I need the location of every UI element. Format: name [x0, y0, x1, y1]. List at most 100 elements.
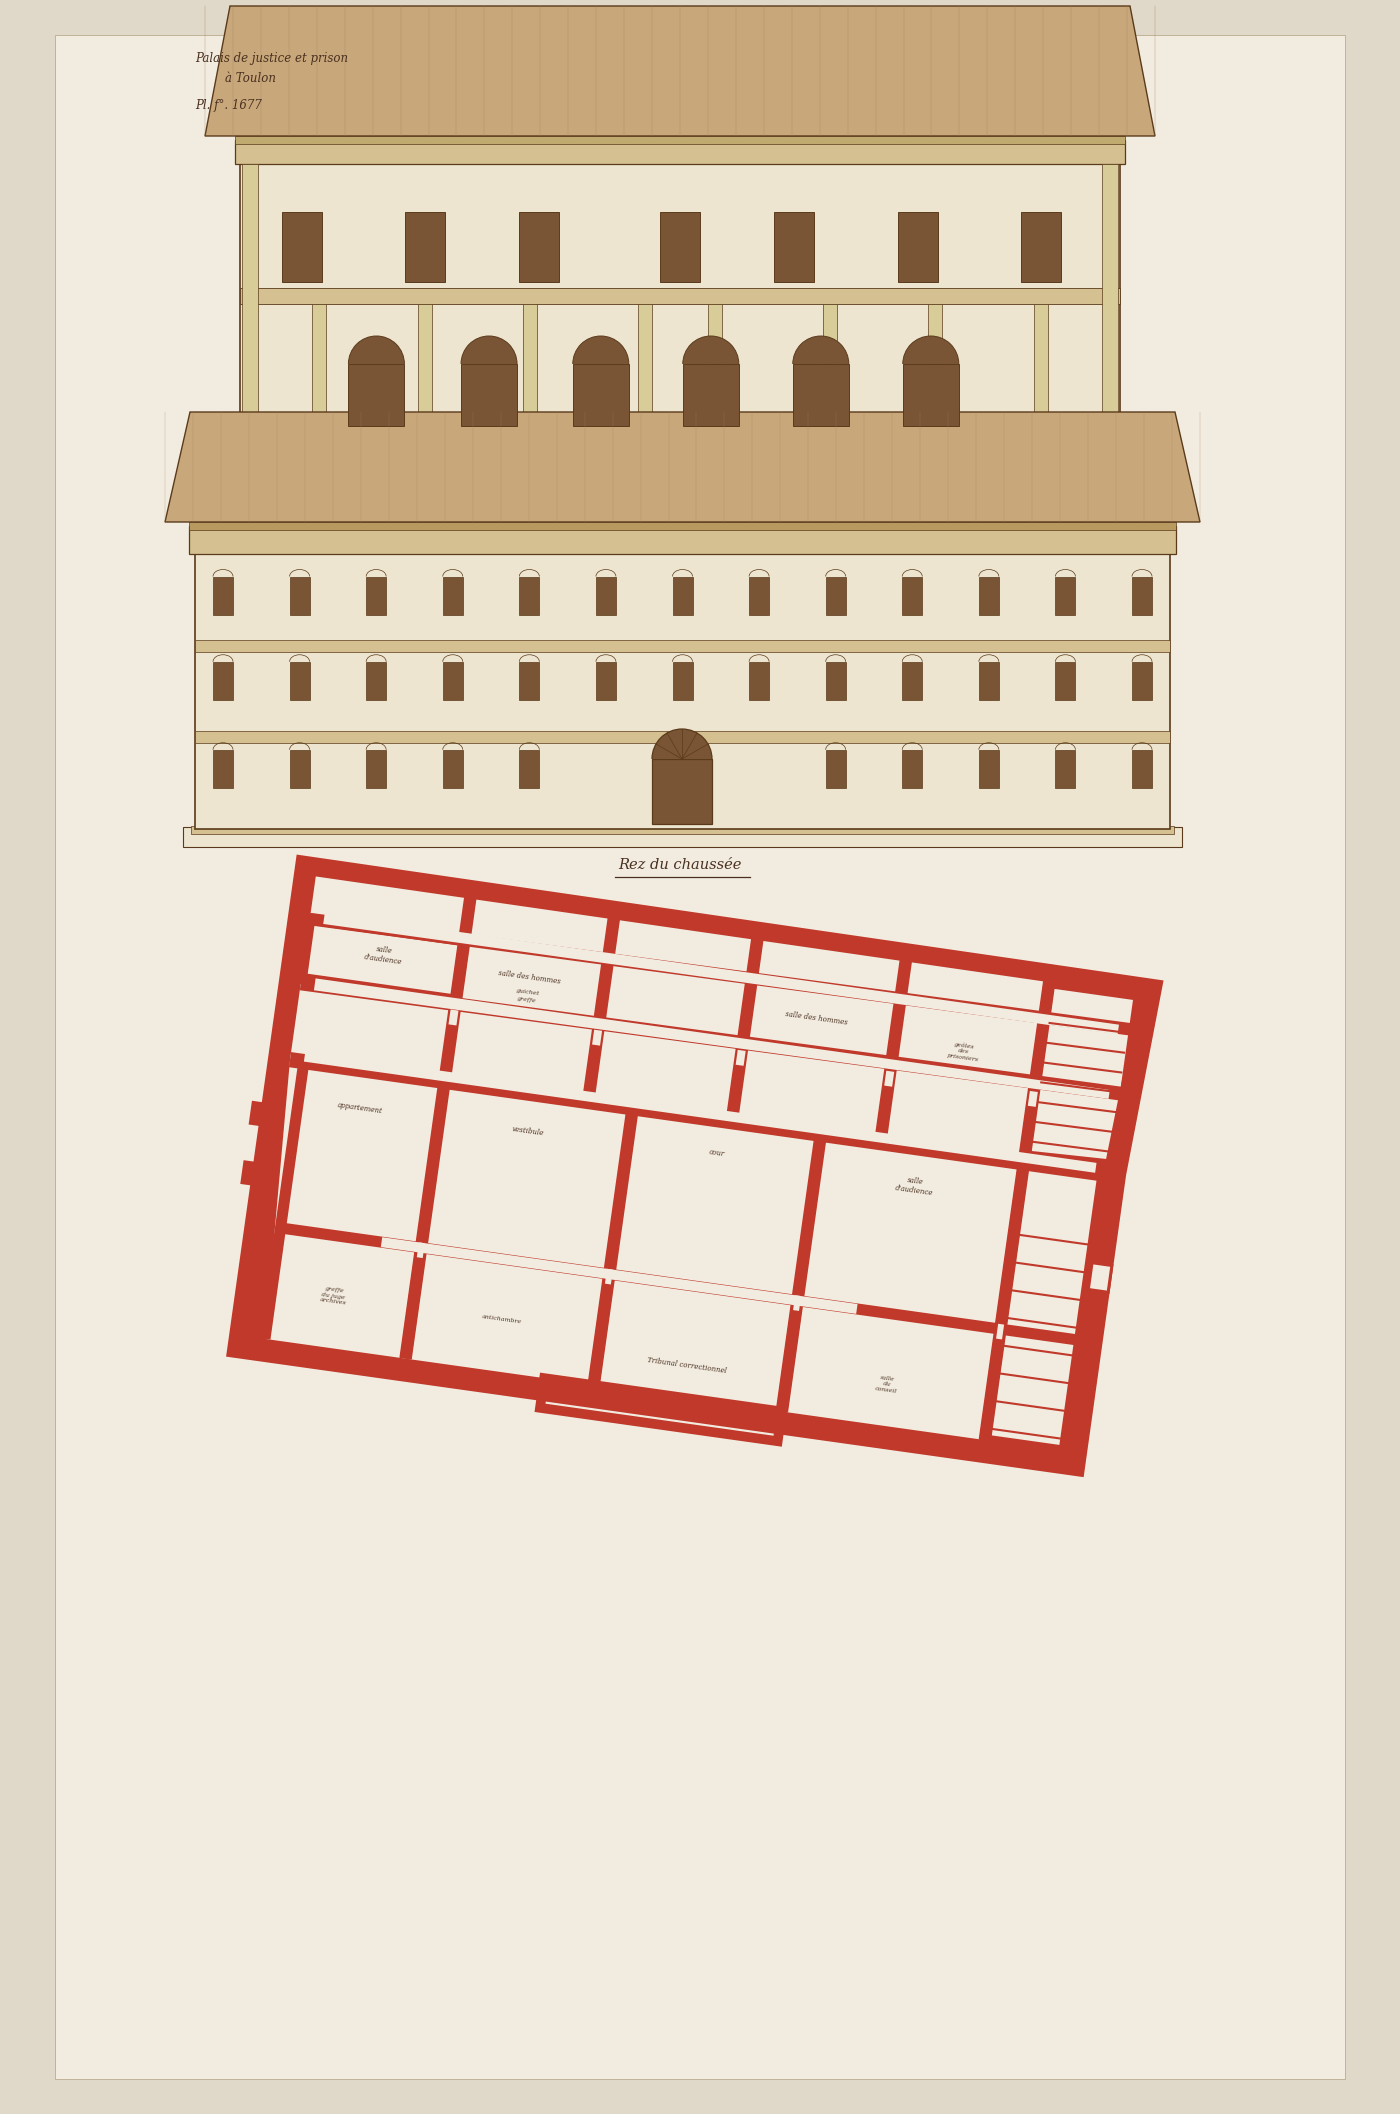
Bar	[235, 431, 1126, 440]
Bar	[1133, 577, 1152, 615]
Polygon shape	[605, 1268, 613, 1285]
Polygon shape	[249, 1101, 277, 1129]
Wedge shape	[461, 336, 517, 364]
Bar	[1033, 304, 1047, 429]
Bar	[672, 662, 693, 700]
Polygon shape	[225, 854, 1163, 1478]
Bar	[979, 662, 998, 700]
Bar	[1056, 662, 1075, 700]
Wedge shape	[903, 336, 959, 364]
Text: salle des hommes: salle des hommes	[498, 968, 561, 985]
Polygon shape	[995, 1323, 1004, 1340]
Bar	[749, 577, 769, 615]
Wedge shape	[792, 336, 848, 364]
Bar	[708, 304, 722, 429]
Bar	[1102, 165, 1119, 431]
Bar	[290, 577, 309, 615]
Polygon shape	[1028, 1091, 1037, 1108]
Wedge shape	[573, 336, 629, 364]
Text: salle
d'audience: salle d'audience	[364, 943, 403, 966]
Bar	[902, 577, 923, 615]
Bar	[902, 662, 923, 700]
Bar	[213, 750, 232, 789]
Polygon shape	[1091, 1264, 1110, 1290]
Polygon shape	[165, 412, 1200, 522]
Bar	[190, 827, 1175, 835]
Bar	[195, 554, 1170, 829]
Wedge shape	[349, 336, 405, 364]
Text: à Toulon: à Toulon	[225, 72, 276, 85]
Wedge shape	[683, 336, 739, 364]
Bar	[239, 165, 1120, 433]
Polygon shape	[314, 979, 1110, 1099]
Bar	[897, 211, 938, 281]
Bar	[367, 662, 386, 700]
Polygon shape	[304, 1051, 1096, 1173]
Bar	[442, 662, 463, 700]
Polygon shape	[448, 1010, 459, 1025]
Text: salle des hommes: salle des hommes	[785, 1010, 848, 1027]
Bar	[242, 165, 258, 431]
Bar	[928, 304, 942, 429]
Polygon shape	[323, 913, 1119, 1034]
Bar	[189, 526, 1176, 554]
Bar	[417, 304, 431, 429]
Bar	[979, 750, 998, 789]
Bar	[290, 662, 309, 700]
Text: guichet: guichet	[515, 987, 540, 996]
Bar	[281, 211, 322, 281]
Text: salle
d'audience: salle d'audience	[895, 1175, 935, 1197]
Polygon shape	[265, 877, 1140, 1450]
Bar	[596, 577, 616, 615]
Bar	[239, 288, 1120, 304]
Bar	[213, 662, 232, 700]
Bar	[826, 750, 846, 789]
Bar	[1056, 750, 1075, 789]
Polygon shape	[885, 1070, 895, 1087]
Bar	[573, 364, 629, 427]
Bar	[1056, 577, 1075, 615]
Bar	[519, 211, 559, 281]
Polygon shape	[735, 1051, 746, 1065]
Polygon shape	[417, 1243, 424, 1258]
Polygon shape	[792, 1296, 801, 1311]
Bar	[312, 304, 326, 429]
Bar	[659, 211, 700, 281]
Bar	[1133, 750, 1152, 789]
Bar	[195, 641, 1170, 651]
Bar	[774, 211, 815, 281]
Bar	[823, 304, 837, 429]
Text: salle
du
conseil: salle du conseil	[875, 1374, 899, 1393]
Bar	[683, 364, 739, 427]
Text: greffe: greffe	[517, 996, 536, 1004]
Bar	[235, 135, 1126, 144]
Bar	[652, 759, 713, 824]
Text: Rez du chaussée: Rez du chaussée	[619, 858, 742, 871]
Bar	[596, 662, 616, 700]
Text: antichambre: antichambre	[482, 1315, 522, 1325]
Polygon shape	[241, 1161, 269, 1188]
Polygon shape	[1086, 1262, 1113, 1294]
Bar	[349, 364, 405, 427]
Bar	[672, 577, 693, 615]
Bar	[749, 662, 769, 700]
Bar	[1021, 211, 1061, 281]
Bar	[235, 140, 1126, 165]
Bar	[638, 304, 652, 429]
Text: vestibule: vestibule	[512, 1125, 545, 1137]
Bar	[826, 662, 846, 700]
Bar	[979, 577, 998, 615]
Bar	[442, 750, 463, 789]
Polygon shape	[238, 852, 1166, 1482]
Text: Pl. f°. 1677: Pl. f°. 1677	[195, 99, 262, 112]
Bar	[367, 577, 386, 615]
Bar	[1133, 662, 1152, 700]
Polygon shape	[381, 1237, 858, 1315]
Bar	[524, 304, 538, 429]
Text: greffe
du juge
archives: greffe du juge archives	[319, 1285, 349, 1306]
Text: Palais de justice et prison: Palais de justice et prison	[195, 53, 349, 66]
Bar	[442, 577, 463, 615]
Wedge shape	[652, 729, 713, 759]
Bar	[189, 522, 1176, 531]
Bar	[367, 750, 386, 789]
